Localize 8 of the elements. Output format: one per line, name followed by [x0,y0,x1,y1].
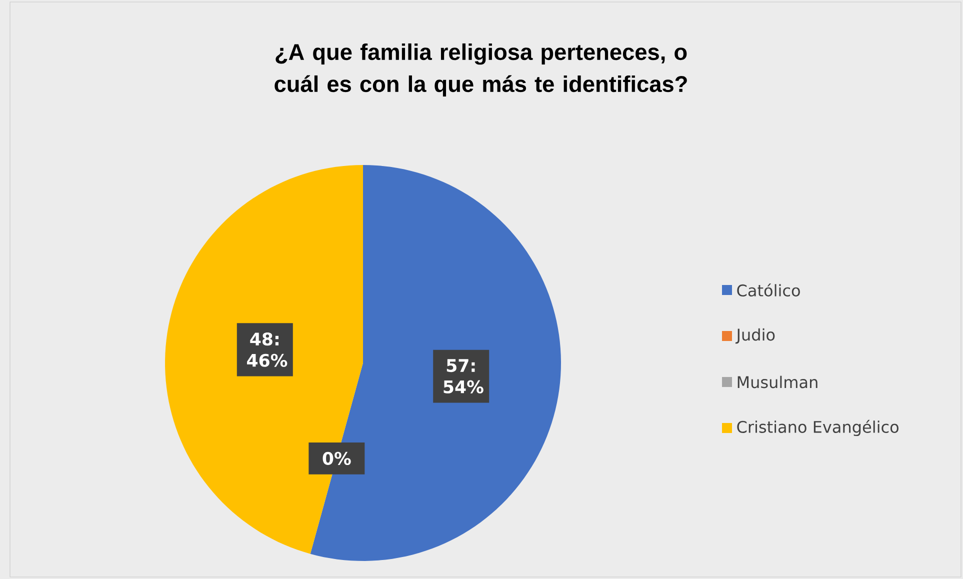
chart-title: ¿A que familia religiosa perteneces, o cuál es con la que más te identificas? [274,43,687,97]
legend-label: Cristiano Evangélico [737,420,898,436]
text: 0% [322,452,351,465]
legend-label: Judio [735,328,775,344]
legend-label: Católico [737,283,800,297]
legend-label: Musulman [738,376,818,388]
data-label: 57: 54% [444,359,484,394]
data-label: 48: 46% [247,332,288,367]
